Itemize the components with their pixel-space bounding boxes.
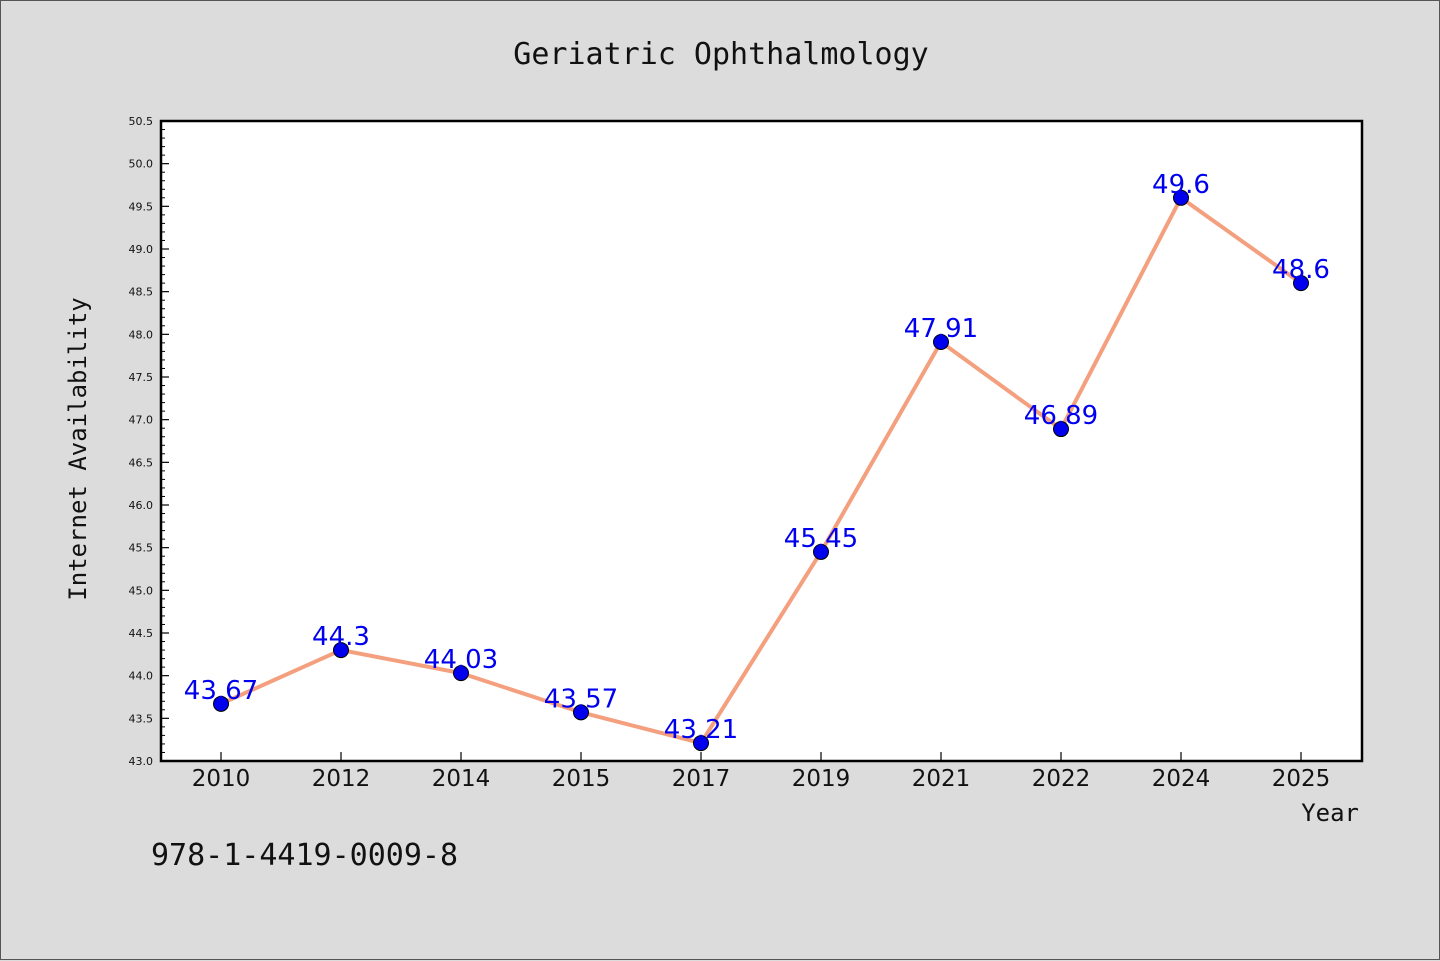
y-tick-label: 46.5 (129, 456, 154, 469)
x-tick-label: 2019 (792, 766, 851, 792)
x-axis-label: Year (1301, 799, 1359, 827)
data-labels: 43.67 44.3 44.03 43.57 43.21 45.45 47.91 46.89 4… (184, 170, 1330, 745)
y-axis: 43.0 43.5 44.0 44.5 45.0 45.5 46.0 46.5 47.0 47.5… (129, 115, 169, 768)
data-label: 47.91 (904, 314, 978, 344)
y-tick-label: 44.5 (129, 627, 154, 640)
data-label: 48.6 (1272, 255, 1330, 285)
x-tick-label: 2021 (912, 766, 971, 792)
x-tick-label: 2025 (1272, 766, 1331, 792)
y-tick-label: 49.5 (129, 200, 154, 213)
data-label: 46.89 (1024, 401, 1098, 431)
x-tick-label: 2024 (1152, 766, 1211, 792)
x-tick-label: 2017 (672, 766, 731, 792)
data-label: 43.67 (184, 676, 258, 706)
x-tick-label: 2012 (312, 766, 371, 792)
data-point (933, 334, 949, 351)
data-point (813, 543, 829, 560)
data-point (1053, 421, 1069, 438)
x-tick-label: 2022 (1032, 766, 1091, 792)
y-axis-label: Internet Availability (64, 297, 92, 600)
plot-area (159, 119, 1364, 763)
y-tick-label: 50.0 (129, 158, 154, 171)
data-label: 49.6 (1152, 170, 1210, 200)
data-point (213, 695, 229, 712)
data-point (1293, 275, 1309, 292)
y-tick-label: 46.0 (129, 499, 154, 512)
data-point (333, 642, 349, 659)
series-markers (213, 189, 1309, 752)
isbn-footnote: 978-1-4419-0009-8 (151, 838, 458, 873)
y-tick-label: 48.0 (129, 328, 154, 341)
data-point (453, 665, 469, 682)
series-line (220, 195, 1303, 746)
y-tick-label: 49.0 (129, 243, 154, 256)
x-axis: 2010 2012 2014 2015 2017 2019 2021 2022 2024 2025 (192, 752, 1331, 792)
y-tick-label: 48.5 (129, 286, 154, 299)
data-point (1173, 189, 1189, 206)
y-tick-label: 45.0 (129, 584, 154, 597)
data-label: 44.03 (424, 645, 498, 675)
data-label: 43.57 (544, 684, 618, 714)
data-point (693, 735, 709, 752)
data-point (573, 704, 589, 721)
y-tick-label: 50.5 (129, 115, 154, 128)
x-tick-label: 2014 (432, 766, 491, 792)
x-tick-label: 2010 (192, 766, 251, 792)
data-label: 45.45 (784, 524, 858, 554)
data-label: 43.21 (664, 715, 738, 745)
x-tick-label: 2015 (552, 766, 611, 792)
y-tick-label: 44.0 (129, 670, 154, 683)
y-tick-label: 43.0 (129, 755, 154, 768)
chart-title: Geriatric Ophthalmology (513, 37, 928, 72)
y-tick-label: 47.0 (129, 414, 154, 427)
y-tick-label: 45.5 (129, 542, 154, 555)
data-label: 44.3 (312, 622, 370, 652)
y-tick-label: 43.5 (129, 712, 154, 725)
y-tick-label: 47.5 (129, 371, 154, 384)
